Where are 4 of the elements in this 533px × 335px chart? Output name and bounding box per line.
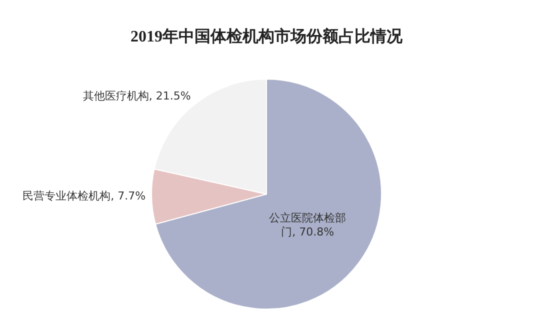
slice-label: 其他医疗机构, 21.5% <box>82 89 191 102</box>
slice-label: 公立医院体检部门, 70.8% <box>269 211 346 238</box>
slice-label: 民营专业体检机构, 7.7% <box>22 190 146 203</box>
chart-title: 2019年中国体检机构市场份额占比情况 <box>130 28 404 46</box>
